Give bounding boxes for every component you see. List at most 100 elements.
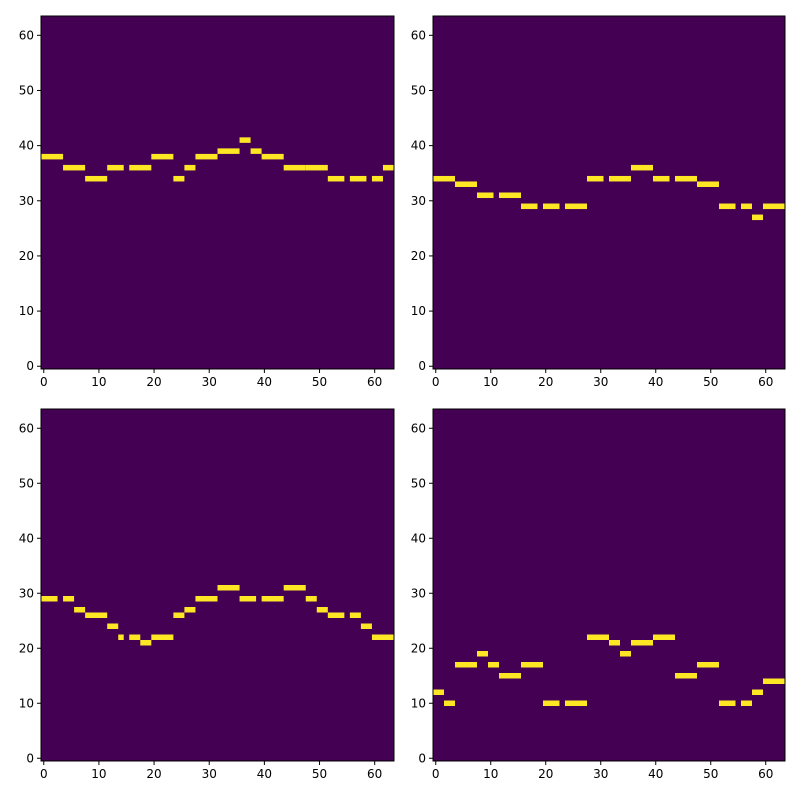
y-tick-label: 30 bbox=[19, 194, 34, 208]
axes-frame bbox=[432, 408, 786, 762]
note-bar bbox=[327, 612, 345, 618]
note-bar bbox=[675, 175, 697, 182]
note-bar bbox=[140, 640, 152, 646]
y-tick-label: 50 bbox=[411, 476, 426, 490]
plot-area-background bbox=[433, 409, 785, 761]
axes-frame bbox=[432, 15, 786, 370]
note-bar bbox=[477, 651, 488, 657]
note-bar bbox=[565, 700, 587, 706]
x-tick-label: 10 bbox=[91, 375, 106, 389]
y-tick-label: 10 bbox=[411, 696, 426, 710]
y-tick-label: 0 bbox=[418, 359, 426, 373]
note-bar bbox=[488, 662, 499, 668]
y-tick-label: 30 bbox=[411, 194, 426, 208]
x-tick-label: 40 bbox=[257, 375, 272, 389]
note-bar bbox=[719, 700, 736, 706]
note-bar bbox=[653, 634, 675, 640]
x-tick-label: 30 bbox=[593, 375, 608, 389]
note-bar bbox=[752, 689, 763, 695]
note-bar bbox=[521, 662, 543, 668]
y-tick-label: 20 bbox=[411, 641, 426, 655]
note-bar bbox=[653, 175, 670, 182]
x-tick-label: 60 bbox=[758, 767, 773, 781]
y-tick-label: 30 bbox=[411, 586, 426, 600]
note-bar bbox=[107, 623, 119, 629]
note-bar bbox=[752, 214, 763, 221]
x-tick-label: 0 bbox=[40, 767, 48, 781]
note-bar bbox=[305, 596, 317, 602]
y-tick-label: 50 bbox=[411, 83, 426, 97]
y-tick-label: 10 bbox=[411, 304, 426, 318]
x-tick-label: 30 bbox=[202, 767, 217, 781]
note-bar bbox=[382, 164, 394, 171]
x-tick-label: 40 bbox=[648, 375, 663, 389]
note-bar bbox=[741, 700, 752, 706]
note-bar bbox=[675, 673, 697, 679]
note-bar bbox=[587, 175, 604, 182]
x-tick-label: 50 bbox=[703, 375, 718, 389]
note-bar bbox=[184, 164, 196, 171]
note-bar bbox=[609, 640, 620, 646]
note-bar bbox=[195, 596, 218, 602]
note-bar bbox=[587, 634, 609, 640]
y-tick-label: 0 bbox=[26, 359, 34, 373]
note-bar bbox=[719, 203, 736, 210]
note-bar bbox=[697, 181, 719, 187]
subplot-3: 0 10 20 30 40 50 60 0 10 20 30 40 50 60 bbox=[19, 408, 395, 781]
note-bar bbox=[316, 607, 328, 613]
note-bar bbox=[499, 192, 521, 199]
note-bar bbox=[631, 164, 653, 171]
note-bar bbox=[151, 153, 174, 160]
note-bar bbox=[609, 175, 631, 182]
y-tick-label: 40 bbox=[411, 139, 426, 153]
y-tick-label: 60 bbox=[19, 28, 34, 42]
y-tick-label: 50 bbox=[19, 83, 34, 97]
x-tick-label: 20 bbox=[538, 375, 553, 389]
note-bar bbox=[195, 153, 218, 160]
y-tick-label: 60 bbox=[19, 421, 34, 435]
note-bar bbox=[305, 164, 328, 171]
note-bar bbox=[477, 192, 494, 199]
axes-frame bbox=[40, 408, 395, 762]
subplot-1: 0 10 20 30 40 50 60 0 10 20 30 40 50 60 bbox=[19, 15, 395, 389]
x-tick-label: 30 bbox=[593, 767, 608, 781]
note-bar bbox=[349, 175, 367, 182]
note-bar bbox=[697, 662, 719, 668]
note-bar bbox=[239, 137, 251, 143]
x-tick-label: 0 bbox=[40, 375, 48, 389]
note-bar bbox=[217, 585, 240, 591]
note-bar bbox=[631, 640, 653, 646]
note-bar bbox=[250, 148, 262, 154]
note-bar bbox=[763, 678, 785, 684]
note-bar bbox=[151, 634, 174, 640]
y-tick-label: 20 bbox=[19, 249, 34, 263]
x-tick-label: 30 bbox=[202, 375, 217, 389]
x-tick-label: 60 bbox=[758, 375, 773, 389]
note-bar bbox=[360, 623, 372, 629]
note-bar bbox=[620, 651, 631, 657]
note-bar bbox=[371, 634, 394, 640]
y-tick-label: 20 bbox=[411, 249, 426, 263]
y-tick-label: 40 bbox=[19, 531, 34, 545]
note-bar bbox=[85, 175, 108, 182]
note-bar bbox=[118, 634, 124, 640]
x-tick-label: 50 bbox=[312, 375, 327, 389]
note-bar bbox=[173, 612, 185, 618]
x-tick-label: 0 bbox=[432, 767, 440, 781]
x-tick-label: 50 bbox=[312, 767, 327, 781]
y-tick-label: 10 bbox=[19, 696, 34, 710]
note-bar bbox=[63, 596, 75, 602]
note-bar bbox=[283, 164, 306, 171]
note-bar bbox=[74, 607, 86, 613]
note-bar bbox=[129, 164, 152, 171]
note-bar bbox=[173, 175, 185, 182]
note-bar bbox=[521, 203, 538, 210]
x-tick-label: 40 bbox=[648, 767, 663, 781]
x-tick-label: 10 bbox=[483, 375, 498, 389]
x-tick-label: 20 bbox=[146, 767, 161, 781]
subplot-2: 0 10 20 30 40 50 60 0 10 20 30 40 50 60 bbox=[411, 15, 786, 389]
x-tick-label: 10 bbox=[483, 767, 498, 781]
note-bar bbox=[543, 700, 560, 706]
note-bar bbox=[444, 700, 455, 706]
